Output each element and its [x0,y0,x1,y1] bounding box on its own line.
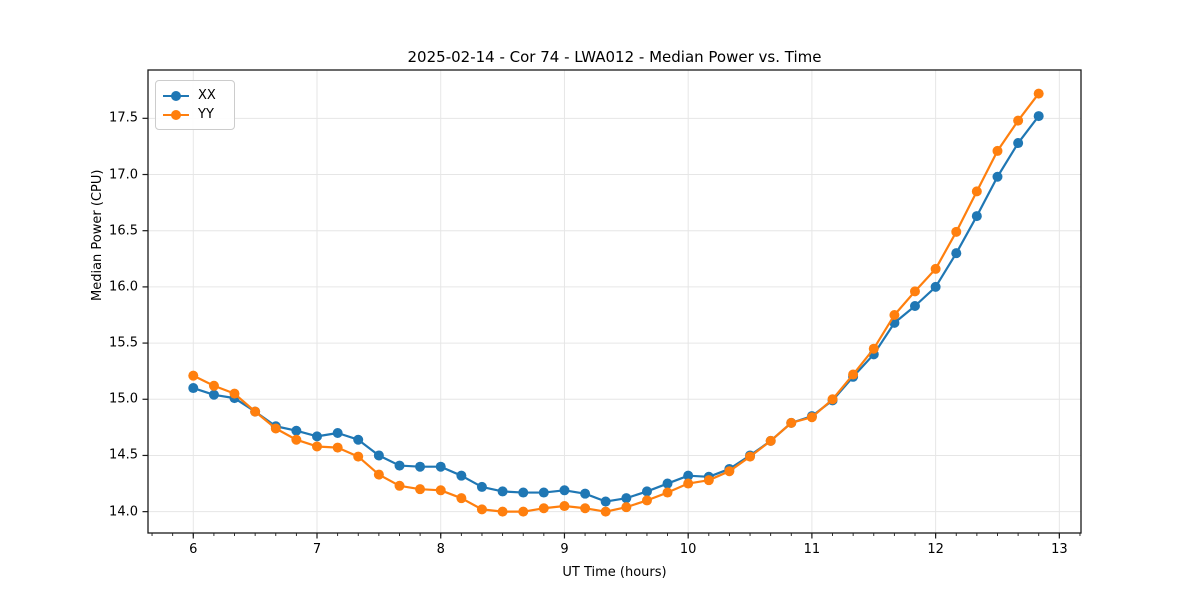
data-point-yy [889,309,900,320]
data-point-yy [332,442,343,453]
data-point-xx [332,427,343,438]
y-tick-label: 16.0 [109,279,138,295]
data-point-yy [270,423,281,434]
data-point-yy [312,441,323,452]
data-point-xx [497,486,508,497]
data-point-yy [476,504,487,515]
legend-label-xx: XX [198,88,216,103]
data-point-yy [394,480,405,491]
data-point-yy [621,502,632,513]
data-point-yy [291,434,302,445]
data-point-xx [373,450,384,461]
data-point-xx [992,171,1003,182]
data-point-yy [229,388,240,399]
xx-series-marker-icon [163,90,189,101]
data-point-yy [208,380,219,391]
data-point-yy [951,226,962,237]
data-point-xx [559,485,570,496]
x-tick-label: 8 [436,542,445,557]
data-point-yy [497,506,508,517]
y-tick-label: 16.5 [109,223,138,239]
chart-title: 2025-02-14 - Cor 74 - LWA012 - Median Po… [407,48,822,66]
data-point-yy [909,286,920,297]
y-tick-label: 14.0 [109,504,138,520]
data-point-yy [580,503,591,514]
x-tick-label: 6 [189,542,198,557]
data-point-xx [662,478,673,489]
data-point-xx [930,281,941,292]
data-point-yy [1013,115,1024,126]
data-point-yy [559,501,570,512]
data-point-xx [456,470,467,481]
data-point-xx [683,470,694,481]
data-point-yy [703,475,714,486]
data-point-yy [827,394,838,405]
data-point-xx [909,300,920,311]
data-point-yy [786,417,797,428]
y-tick-label: 15.5 [109,335,138,351]
x-tick-label: 13 [1051,542,1068,557]
data-point-xx [291,425,302,436]
data-point-yy [868,343,879,354]
data-point-xx [394,460,405,471]
data-point-xx [312,431,323,442]
data-point-xx [600,496,611,507]
y-tick-label: 17.5 [109,110,138,126]
y-tick-label: 17.0 [109,167,138,182]
y-tick-label: 14.5 [109,447,138,463]
data-point-xx [518,487,529,498]
data-point-yy [600,506,611,517]
data-point-yy [848,369,859,380]
data-point-xx [208,389,219,400]
data-point-yy [435,485,446,496]
plot-border [147,69,1082,534]
data-point-yy [662,487,673,498]
data-point-xx [1013,138,1024,149]
x-axis-label: UT Time (hours) [562,565,667,580]
data-point-yy [373,469,384,480]
data-point-yy [971,186,982,197]
data-point-xx [435,461,446,472]
data-point-yy [1033,88,1044,99]
data-point-xx [415,461,426,472]
legend-item-yy: YY [163,105,226,124]
data-point-yy [724,466,735,477]
data-point-xx [971,211,982,222]
data-point-yy [538,503,549,514]
y-tick-label: 15.0 [109,391,138,407]
data-point-yy [806,412,817,423]
data-point-yy [930,263,941,274]
legend-item-xx: XX [163,86,226,105]
x-tick-label: 12 [927,542,944,557]
data-point-yy [683,478,694,489]
x-tick-label: 10 [679,542,697,557]
x-tick-label: 9 [560,542,569,557]
data-point-yy [188,370,199,381]
data-point-xx [621,493,632,504]
yy-series-marker-icon [163,109,189,120]
data-point-xx [538,487,549,498]
data-point-xx [1033,111,1044,122]
data-point-yy [641,495,652,506]
data-point-xx [580,488,591,499]
data-point-xx [951,248,962,259]
data-point-xx [641,486,652,497]
data-point-yy [250,406,261,417]
data-point-yy [415,484,426,495]
data-point-xx [188,383,199,394]
legend-label-yy: YY [198,107,214,122]
data-point-yy [992,145,1003,156]
data-point-xx [353,434,364,445]
x-tick-label: 7 [312,542,322,557]
data-point-yy [353,451,364,462]
data-point-yy [456,493,467,504]
x-tick-label: 11 [803,542,821,557]
data-point-xx [476,481,487,492]
legend: XX YY [155,80,235,130]
data-point-yy [745,451,756,462]
data-point-yy [518,506,529,517]
data-point-yy [765,435,776,446]
